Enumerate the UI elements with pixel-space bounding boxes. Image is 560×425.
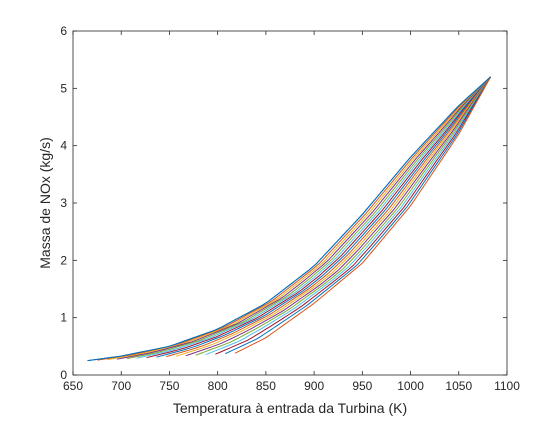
y-axis-label: Massa de NOx (kg/s) (37, 137, 53, 268)
x-tick-label: 1050 (445, 379, 472, 393)
series-line-6 (136, 76, 491, 359)
series-line-15 (224, 76, 492, 355)
series-line-11 (185, 76, 492, 357)
y-tick-label: 3 (60, 196, 67, 210)
x-axis-label: Temperatura à entrada da Turbina (K) (173, 400, 407, 416)
series-line-5 (126, 76, 491, 360)
series-line-16 (234, 76, 492, 354)
y-tick-label: 5 (60, 81, 67, 95)
series-layer (87, 76, 492, 362)
series-line-10 (175, 76, 492, 357)
x-tick-label: 700 (111, 379, 131, 393)
series-line-13 (205, 76, 492, 356)
series-line-3 (107, 76, 491, 361)
series-line-4 (116, 76, 491, 360)
plot-background (73, 31, 507, 375)
series-line-12 (195, 76, 492, 356)
x-tick-label: 1000 (397, 379, 424, 393)
x-tick-label: 1100 (494, 379, 520, 393)
y-tick-label: 4 (60, 139, 67, 153)
y-tick-label: 2 (60, 253, 67, 267)
y-tick-label: 0 (60, 368, 67, 382)
x-tick-label: 750 (159, 379, 179, 393)
x-tick-label: 950 (352, 379, 372, 393)
series-line-8 (156, 76, 491, 358)
series-line-7 (146, 76, 491, 359)
x-tick-label: 850 (256, 379, 276, 393)
x-tick-label: 900 (304, 379, 324, 393)
y-tick-label: 1 (60, 311, 67, 325)
series-line-14 (215, 76, 492, 355)
series-line-9 (166, 76, 491, 358)
series-line-1-front (87, 76, 491, 362)
y-tick-label: 6 (60, 24, 67, 38)
x-tick-label: 800 (208, 379, 228, 393)
axes-layer: 650 700 750 800 850 900 950 1000 1050 1100 0 1 2 3 4 5 6 (60, 24, 520, 393)
x-tick-label: 650 (63, 379, 83, 393)
